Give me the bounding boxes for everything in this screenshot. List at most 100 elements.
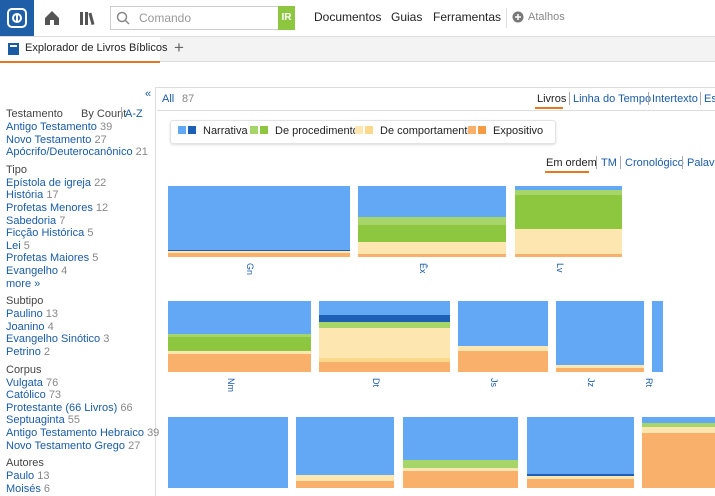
facet-label[interactable]: Profetas Maiores: [6, 252, 90, 265]
facet-label[interactable]: Epístola de igreja: [6, 176, 91, 189]
facet-count: 5: [23, 239, 30, 252]
book-block[interactable]: [527, 417, 634, 488]
order-option[interactable]: Cronológico: [625, 157, 684, 169]
book-label[interactable]: Lv: [554, 263, 565, 273]
facet-label[interactable]: Novo Testamento Grego: [6, 439, 126, 452]
book-block[interactable]: [168, 301, 311, 372]
facet-label[interactable]: Evangelho Sinótico: [6, 333, 101, 346]
facet-label[interactable]: Paulino: [6, 308, 43, 321]
menu-item[interactable]: Guias: [391, 10, 423, 24]
book-block[interactable]: [168, 417, 288, 488]
facet-item[interactable]: Vulgata 76: [6, 377, 58, 389]
legend-label[interactable]: Expositivo: [493, 125, 544, 137]
facet-label[interactable]: Católico: [6, 389, 46, 402]
new-tab[interactable]: +: [174, 38, 184, 57]
book-block[interactable]: [642, 417, 715, 488]
facet-item[interactable]: Paulo 13: [6, 470, 49, 482]
book-label[interactable]: Rt: [643, 378, 654, 387]
book-block[interactable]: [458, 301, 548, 372]
tab[interactable]: Explorador de Livros Bíblicos: [0, 37, 167, 63]
book-block[interactable]: [319, 301, 450, 372]
facet-label[interactable]: Antigo Testamento Hebraico: [6, 427, 144, 439]
book-label[interactable]: Gn: [245, 263, 255, 276]
book-label[interactable]: Dt: [370, 378, 381, 387]
facet-item[interactable]: Sabedoria 7: [6, 215, 65, 227]
go-button[interactable]: IR: [278, 6, 295, 30]
book-block[interactable]: [556, 301, 644, 372]
facet-label[interactable]: Paulo: [6, 470, 35, 483]
legend-label[interactable]: De comportamento: [380, 125, 474, 137]
facet-label[interactable]: Profetas Menores: [6, 202, 93, 214]
facet-label[interactable]: História: [6, 189, 44, 202]
facet-item[interactable]: Profetas Menores 12: [6, 202, 108, 214]
facet-label[interactable]: Protestante (66 Livros): [6, 401, 118, 414]
facet-label[interactable]: Joanino: [6, 320, 45, 333]
facet-item[interactable]: Católico 73: [6, 389, 61, 401]
facet-label[interactable]: Evangelho: [6, 265, 58, 277]
book-label[interactable]: Nm: [225, 378, 236, 392]
collapse[interactable]: «: [145, 88, 152, 100]
facet-label[interactable]: Ficção Histórica: [6, 227, 85, 240]
sort-option[interactable]: A-Z: [125, 108, 143, 120]
book-label[interactable]: Êx: [418, 263, 428, 274]
facet-label[interactable]: Vulgata: [6, 376, 43, 389]
facet-item[interactable]: Evangelho Sinótico 3: [6, 333, 109, 345]
all-filter[interactable]: All: [162, 93, 175, 105]
legend-label[interactable]: Narrativa: [203, 125, 248, 137]
facet-item[interactable]: Novo Testamento 27: [6, 134, 107, 146]
facet-item[interactable]: Paulino 13: [6, 308, 58, 320]
nav-icons[interactable]: [42, 9, 102, 27]
shortcuts[interactable]: Atalhos: [528, 11, 565, 23]
order-option[interactable]: Palavra: [687, 157, 715, 169]
facet-item[interactable]: Novo Testamento Grego 27: [6, 440, 140, 452]
facet-label[interactable]: Apócrifo/Deuterocanônico: [6, 146, 133, 159]
genre-band: [527, 478, 634, 488]
facet-item[interactable]: Septuaginta 55: [6, 414, 80, 426]
facet-item[interactable]: Lei 5: [6, 240, 30, 252]
view-tab[interactable]: Livros: [537, 93, 567, 105]
facet-item[interactable]: Epístola de igreja 22: [6, 177, 106, 189]
order-option[interactable]: TM: [601, 157, 617, 169]
book-block[interactable]: [296, 417, 394, 488]
facet-count: 27: [128, 439, 141, 452]
facet-item[interactable]: Moisés 6: [6, 483, 50, 495]
book-label[interactable]: Jz: [586, 378, 596, 387]
facet-item[interactable]: Evangelho 4: [6, 265, 67, 277]
book-block[interactable]: [358, 186, 506, 257]
book-block[interactable]: [168, 186, 350, 257]
view-tab[interactable]: Intertexto: [652, 93, 698, 105]
facet-label[interactable]: Petrino: [6, 346, 41, 358]
book-block[interactable]: [403, 417, 518, 488]
facet-item[interactable]: Petrino 2: [6, 346, 50, 358]
genre-band: [642, 432, 715, 488]
book-label[interactable]: Js: [489, 378, 499, 387]
more-link[interactable]: more »: [6, 277, 41, 290]
facet-label[interactable]: Lei: [6, 239, 21, 252]
genre-band: [458, 350, 548, 372]
facet-label[interactable]: Septuaginta: [6, 414, 65, 427]
facet-item[interactable]: Ficção Histórica 5: [6, 227, 93, 239]
menu-item[interactable]: Documentos: [314, 10, 382, 24]
facet-label[interactable]: Moisés: [6, 482, 41, 495]
book-block[interactable]: [652, 301, 663, 372]
facet-item[interactable]: Apócrifo/Deuterocanônico 21: [6, 146, 148, 158]
genre-band: [527, 417, 634, 474]
menu-item[interactable]: Ferramentas: [433, 10, 502, 24]
facet-label[interactable]: Sabedoria: [6, 214, 57, 227]
search-box[interactable]: Comando: [110, 6, 280, 30]
view-tab[interactable]: Linha do Tempo: [573, 93, 652, 105]
facet-item[interactable]: Antigo Testamento Hebraico 39: [6, 427, 159, 439]
sort-option[interactable]: By Count: [81, 108, 127, 120]
facet-label[interactable]: Novo Testamento: [6, 133, 92, 146]
legend-label[interactable]: De procedimento: [275, 125, 359, 137]
facet-item[interactable]: Protestante (66 Livros) 66: [6, 402, 133, 414]
facet-item[interactable]: Profetas Maiores 5: [6, 252, 98, 264]
facet-item[interactable]: História 17: [6, 189, 59, 201]
order-option[interactable]: Em ordem: [546, 157, 597, 169]
view-tab[interactable]: Est: [704, 93, 715, 105]
facet-item[interactable]: Joanino 4: [6, 321, 54, 333]
facet-label[interactable]: Antigo Testamento: [6, 121, 97, 133]
logo[interactable]: [0, 0, 34, 36]
book-block[interactable]: [515, 186, 622, 257]
facet-item[interactable]: Antigo Testamento 39: [6, 121, 112, 133]
